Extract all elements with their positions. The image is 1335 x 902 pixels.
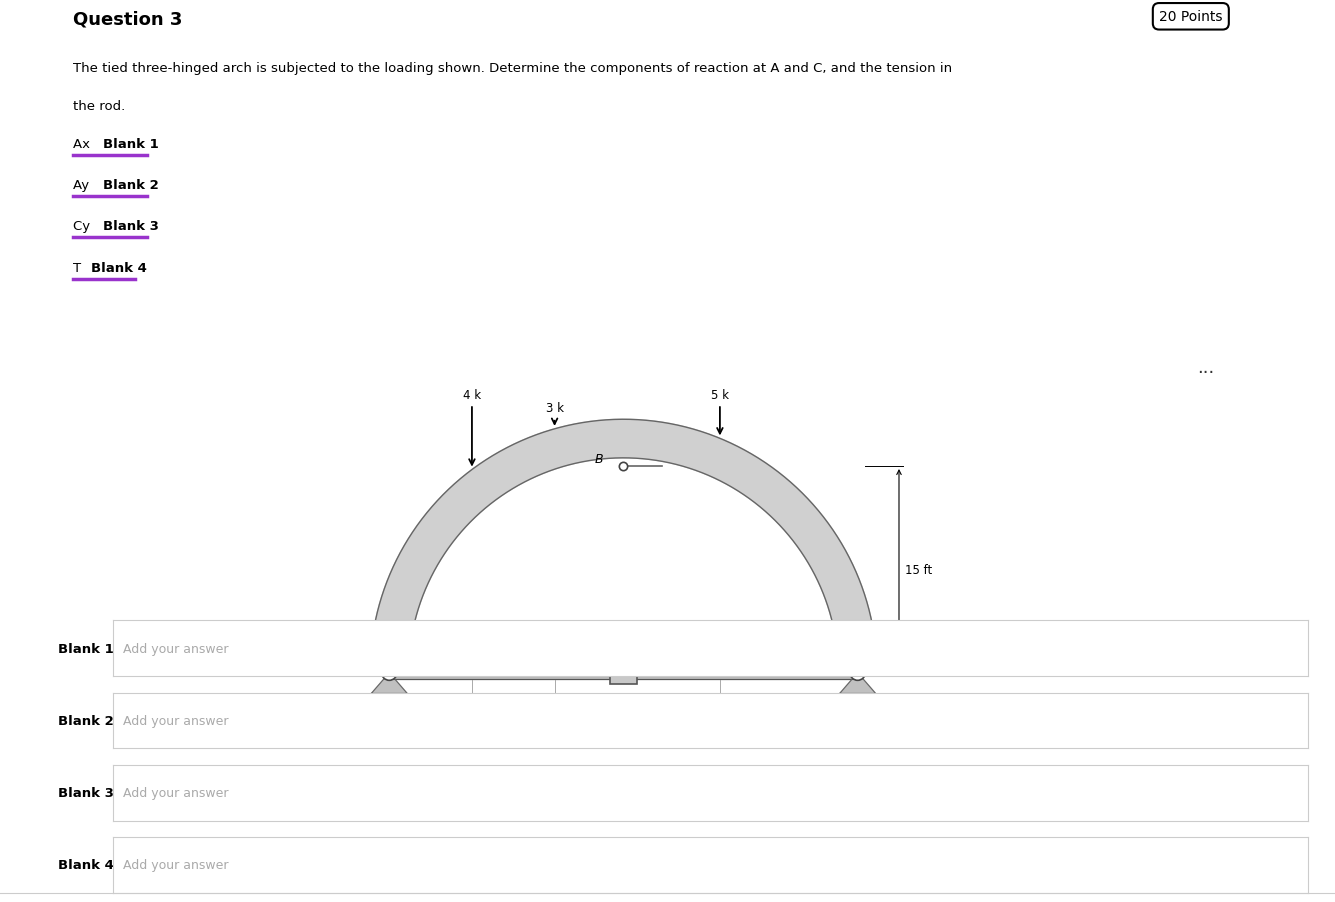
Text: Blank 1: Blank 1 (57, 642, 113, 655)
Text: Question 3: Question 3 (73, 10, 183, 28)
Text: Blank 1: Blank 1 (103, 138, 159, 151)
Text: Add your answer: Add your answer (123, 642, 228, 655)
Text: the rod.: the rod. (73, 99, 125, 113)
Text: C: C (861, 652, 869, 665)
Text: 4 k: 4 k (463, 388, 481, 401)
Text: 10 ft: 10 ft (722, 713, 746, 723)
Polygon shape (370, 419, 877, 673)
Text: Cy: Cy (73, 220, 95, 233)
Text: Add your answer: Add your answer (123, 787, 228, 799)
Text: Blank 3: Blank 3 (103, 220, 159, 233)
Text: Add your answer: Add your answer (123, 859, 228, 871)
Text: 10 ft: 10 ft (860, 713, 884, 723)
Text: 15 ft: 15 ft (905, 563, 932, 576)
Text: 3 k: 3 k (546, 402, 563, 415)
Polygon shape (371, 673, 407, 694)
Text: Blank 4: Blank 4 (57, 859, 113, 871)
Polygon shape (362, 699, 417, 704)
Polygon shape (840, 673, 876, 694)
Text: ...: ... (1197, 359, 1215, 377)
Text: The tied three-hinged arch is subjected to the loading shown. Determine the comp: The tied three-hinged arch is subjected … (73, 61, 953, 75)
Text: T: T (73, 262, 85, 274)
Text: 6 ft: 6 ft (422, 713, 439, 723)
Text: Blank 2: Blank 2 (103, 179, 159, 192)
Text: Blank 4: Blank 4 (91, 262, 147, 274)
FancyBboxPatch shape (610, 662, 637, 684)
Polygon shape (830, 699, 885, 704)
Text: Ay: Ay (73, 179, 93, 192)
Text: B: B (594, 452, 603, 465)
Text: 5 k: 5 k (712, 388, 729, 401)
Text: 8 ft: 8 ft (601, 713, 618, 723)
Circle shape (850, 666, 865, 681)
Text: Blank 3: Blank 3 (57, 787, 113, 799)
Text: A: A (367, 655, 375, 667)
Text: 20 Points: 20 Points (1159, 10, 1223, 24)
Text: Blank 2: Blank 2 (57, 714, 113, 727)
Text: Ax: Ax (73, 138, 95, 151)
Text: Add your answer: Add your answer (123, 714, 228, 727)
Circle shape (382, 666, 396, 681)
Text: 6 ft: 6 ft (505, 713, 522, 723)
